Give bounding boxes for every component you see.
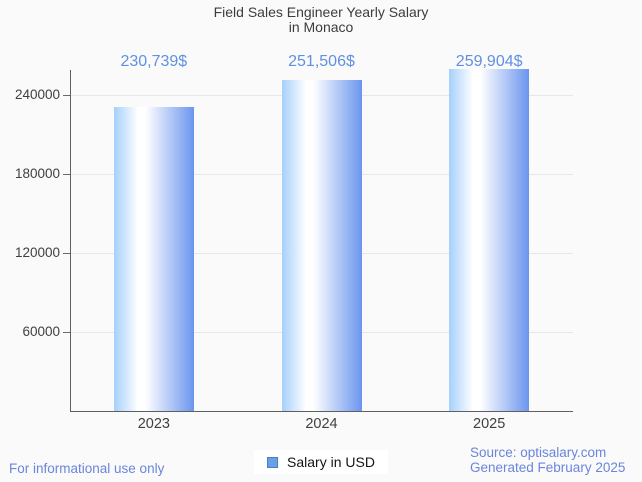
- disclaimer-text: For informational use only: [9, 461, 165, 476]
- value-label-2024: 251,506$: [288, 53, 355, 70]
- bar-2025: [449, 68, 530, 411]
- legend: Salary in USD: [254, 450, 388, 474]
- ytick-180000: [63, 174, 70, 175]
- ytick-label-120000: 120000: [14, 245, 60, 260]
- ytick-label-180000: 180000: [14, 166, 60, 181]
- xtick-label-2023: 2023: [137, 416, 170, 432]
- chart-title-line2: in Monaco: [288, 19, 354, 35]
- xtick-label-2025: 2025: [473, 416, 506, 432]
- ytick-label-240000: 240000: [14, 87, 60, 102]
- legend-label: Salary in USD: [287, 454, 375, 470]
- bar-2024: [281, 79, 362, 411]
- value-label-2023: 230,739$: [120, 53, 188, 70]
- xtick-label-2024: 2024: [305, 416, 338, 432]
- chart-title-line1: Field Sales Engineer Yearly Salary: [213, 4, 429, 20]
- source-text: Source: optisalary.com: [470, 445, 607, 460]
- ytick-60000: [63, 332, 70, 333]
- y-axis-line: [70, 70, 71, 411]
- generated-text: Generated February 2025: [470, 459, 626, 475]
- legend-marker-square-icon: [267, 456, 279, 468]
- ytick-120000: [63, 253, 70, 254]
- ytick-240000: [63, 95, 70, 96]
- chart-title: Field Sales Engineer Yearly Salary in Mo…: [0, 5, 642, 35]
- bar-2023: [113, 107, 194, 411]
- source-attribution: Source: optisalary.com Generated Februar…: [470, 445, 626, 475]
- value-label-2025: 259,904$: [455, 53, 523, 70]
- ytick-label-60000: 60000: [22, 324, 60, 339]
- x-axis-line: [70, 411, 573, 412]
